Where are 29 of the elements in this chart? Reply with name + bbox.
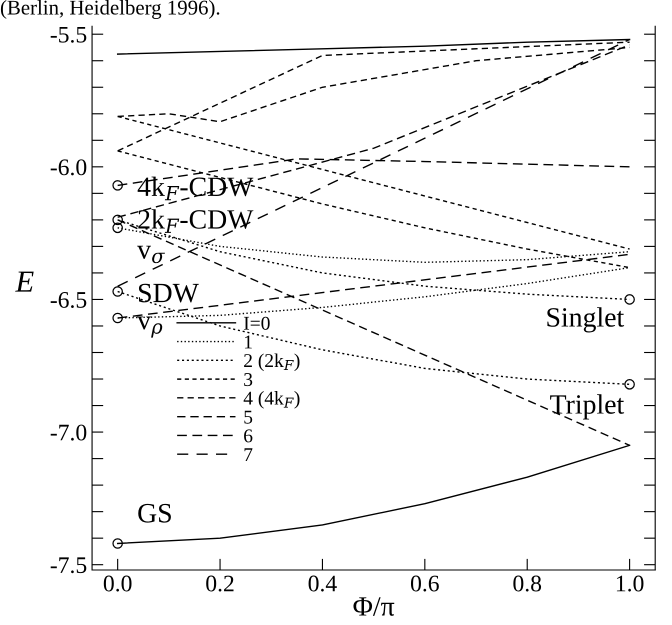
x-tick-label: 0.0 [104, 576, 132, 592]
annotation: v$_{ρ}$ [137, 316, 162, 338]
legend-label: 6 [244, 429, 252, 442]
legend-label: 4 (4k$_{F}$) [244, 391, 300, 409]
annotation: v$_{σ}$ [137, 246, 165, 264]
legend-label: 2 (2k$_{F}$) [244, 353, 300, 372]
annotation: Triplet [550, 394, 624, 420]
annotation: 2k$_{F}$-CDW [138, 209, 254, 233]
legend-label: I=0 [244, 316, 270, 330]
legend-label: 7 [244, 448, 252, 461]
annotation: SDW [138, 284, 199, 303]
text: (Berlin, Heidelberg 1996). [0, 0, 220, 19]
x-tick-label: 0.2 [206, 576, 234, 592]
x-tick-label: 1.0 [616, 576, 644, 592]
x-tick-label: 0.6 [410, 576, 439, 592]
annotation: Singlet [547, 307, 624, 333]
y-tick-label: -6.0 [50, 159, 86, 176]
y-tick-label: -7.0 [50, 424, 86, 441]
y-tick-label: -7.5 [50, 557, 86, 574]
annotation: GS [138, 504, 171, 523]
legend-label: 1 [244, 336, 252, 348]
y-tick-label: -6.5 [50, 292, 86, 308]
x-tick-label: 0.4 [308, 576, 337, 592]
y-tick-label: -5.5 [50, 26, 86, 43]
x-tick-label: 0.8 [513, 576, 542, 592]
y-axis-title: E [15, 272, 34, 292]
legend-label: 3 [244, 373, 252, 386]
x-axis-title: Φ/π [353, 597, 394, 616]
legend-label: 5 [244, 410, 252, 424]
